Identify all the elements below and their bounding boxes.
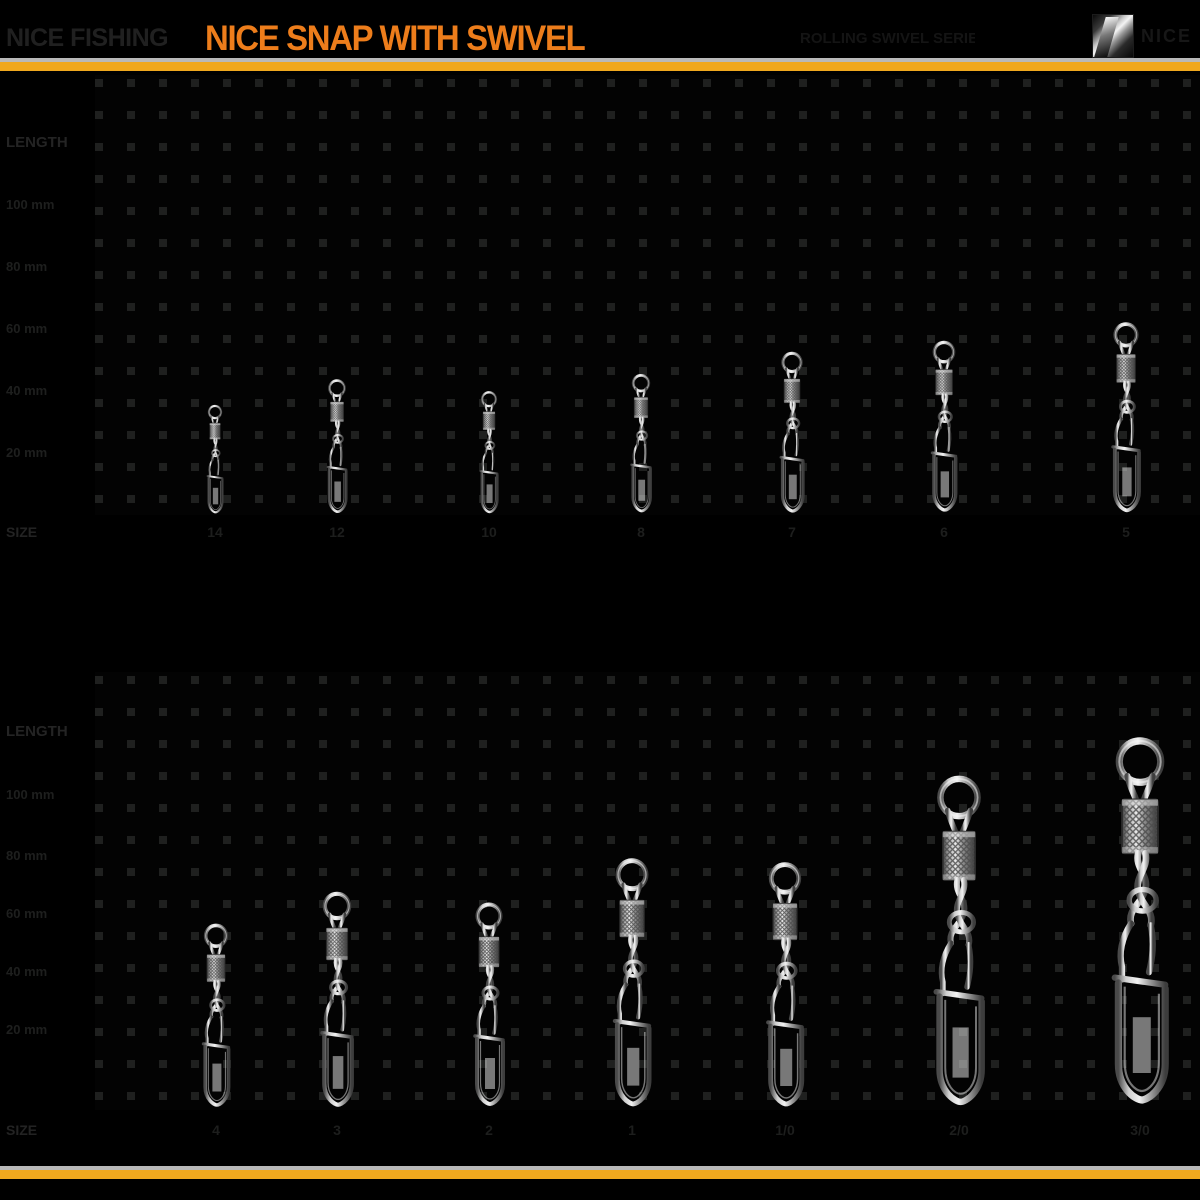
chart-panel-bottom: LENGTH 100 mm 80 mm 60 mm 40 mm 20 mm [0, 672, 1200, 1110]
product-snap-swivel [194, 920, 239, 1110]
x-axis-tick-label: 8 [637, 524, 645, 540]
product-snap-swivel [321, 377, 354, 515]
product-snap-swivel [474, 389, 504, 515]
product-row-top [95, 75, 1200, 515]
y-axis-label: 100 mm [6, 197, 55, 212]
x-axis-tick-label: 1 [628, 1122, 636, 1138]
y-axis-label: 60 mm [6, 906, 48, 921]
x-axis-top: 14 12 10 8 7 6 5 [95, 524, 1200, 546]
y-axis-label: 80 mm [6, 848, 48, 863]
x-axis-tick-label: 3/0 [1130, 1122, 1150, 1138]
product-row-bottom [95, 672, 1200, 1110]
y-axis-label: 60 mm [6, 321, 48, 336]
y-axis-label: LENGTH [6, 724, 68, 740]
chart-grid-top [95, 75, 1200, 515]
x-axis-tick-label: 6 [940, 524, 948, 540]
x-axis-tick-label: 14 [207, 524, 223, 540]
header-brand-left: NICE FISHING [6, 24, 169, 52]
brand-logo: NICE [1091, 14, 1192, 58]
chart-panel-top: LENGTH 100 mm 80 mm 60 mm 40 mm 20 mm [0, 75, 1200, 515]
product-snap-swivel [464, 898, 514, 1110]
product-snap-swivel [311, 888, 364, 1110]
y-axis-top: LENGTH 100 mm 80 mm 60 mm 40 mm 20 mm [0, 75, 95, 515]
y-axis-label: 40 mm [6, 964, 48, 979]
product-snap-swivel [1103, 319, 1150, 515]
x-axis-title-bottom: SIZE [6, 1122, 38, 1138]
x-axis-tick-label: 1/0 [775, 1122, 795, 1138]
header-rule-highlight [0, 58, 1200, 62]
header-subtitle: ROLLING SWIVEL SERIES [800, 30, 975, 47]
y-axis-label: 80 mm [6, 259, 48, 274]
x-axis-tick-label: 2 [485, 1122, 493, 1138]
product-snap-swivel [919, 770, 1000, 1110]
x-axis-title-top: SIZE [6, 524, 38, 540]
x-axis-tick-label: 5 [1122, 524, 1130, 540]
product-snap-swivel [755, 858, 815, 1110]
product-snap-swivel [202, 403, 229, 515]
product-snap-swivel [772, 349, 812, 515]
x-axis-tick-label: 12 [329, 524, 345, 540]
x-axis-tick-label: 10 [481, 524, 497, 540]
y-axis-label: 40 mm [6, 383, 48, 398]
y-axis-label: LENGTH [6, 135, 68, 151]
x-axis-bottom: 4 3 2 1 1/0 2/0 3/0 [95, 1122, 1200, 1144]
product-snap-swivel [602, 854, 663, 1110]
y-axis-label: 20 mm [6, 1022, 48, 1037]
y-axis-label: 100 mm [6, 787, 55, 802]
product-snap-swivel [624, 371, 658, 515]
product-snap-swivel [1095, 730, 1185, 1110]
header-accent-rule [0, 62, 1200, 71]
y-axis-bottom: LENGTH 100 mm 80 mm 60 mm 40 mm 20 mm [0, 672, 95, 1110]
page-header: NICE FISHING NICE SNAP WITH SWIVEL ROLLI… [0, 0, 1200, 71]
y-axis-label: 20 mm [6, 445, 48, 460]
x-axis-tick-label: 7 [788, 524, 796, 540]
x-axis-tick-label: 3 [333, 1122, 341, 1138]
brand-logo-text: NICE [1140, 25, 1192, 46]
footer-rule-highlight [0, 1166, 1200, 1170]
footer-accent-rule [0, 1170, 1200, 1179]
x-axis-tick-label: 2/0 [949, 1122, 969, 1138]
page-title: NICE SNAP WITH SWIVEL [205, 19, 586, 58]
x-axis-tick-label: 4 [212, 1122, 220, 1138]
nice-logo-mark-icon [1091, 14, 1134, 58]
chart-grid-bottom [95, 672, 1200, 1110]
product-snap-swivel [923, 337, 965, 515]
